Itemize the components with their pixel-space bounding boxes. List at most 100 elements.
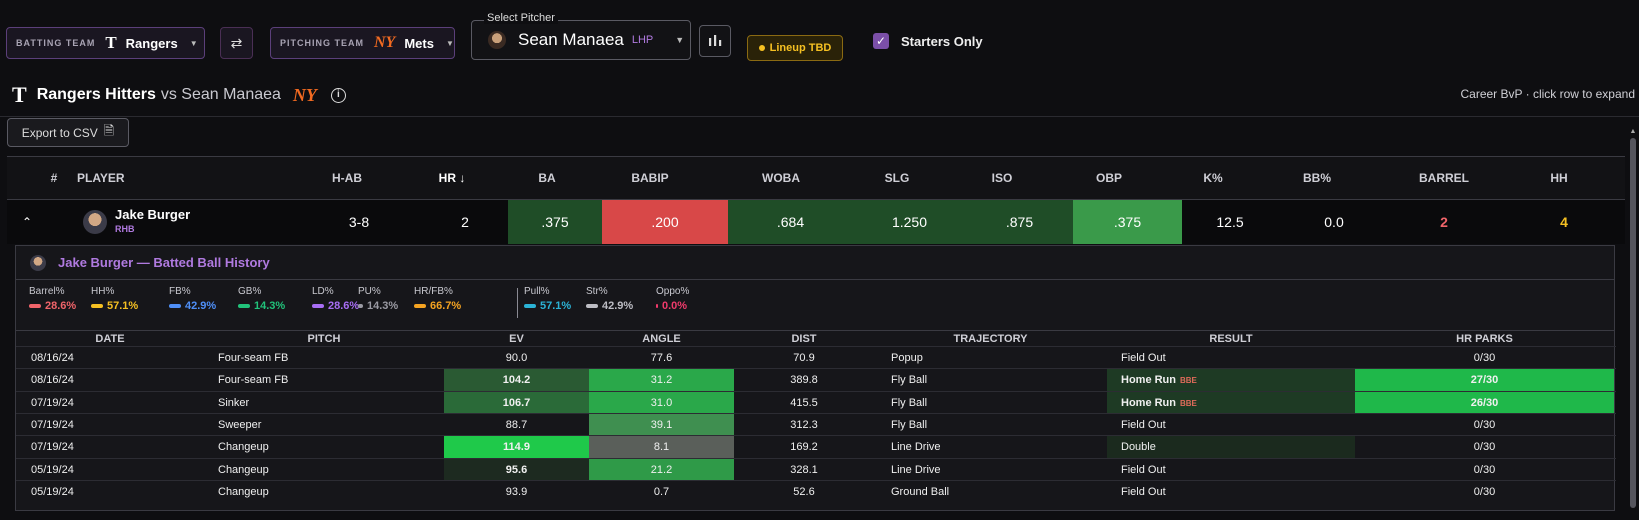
collapse-chevron-icon[interactable]: ⌃ [21, 215, 33, 229]
starters-only-toggle[interactable]: ✓ Starters Only [873, 33, 983, 49]
angle-cell: 39.1 [589, 413, 734, 436]
ev-cell: 93.9 [505, 485, 528, 498]
result-text: Field Out [1121, 418, 1166, 431]
gcol-dist[interactable]: DIST [791, 333, 817, 345]
gcol-trajectory[interactable]: TRAJECTORY [953, 333, 1028, 345]
metric-label: GB% [238, 286, 262, 297]
date-cell: 08/16/24 [31, 374, 74, 387]
rangers-logo-icon: T [12, 82, 27, 107]
scroll-thumb[interactable] [1630, 138, 1636, 508]
slg-value: 1.250 [853, 200, 966, 244]
table-row[interactable]: ⌃ Jake Burger RHB 3-8 2 .375 .200 .684 1… [7, 200, 1625, 244]
scroll-up-icon[interactable]: ▲ [1629, 128, 1637, 135]
ev-cell: 104.2 [444, 369, 589, 392]
col-rank[interactable]: # [50, 171, 58, 185]
pitch-cell: Changeup [218, 441, 269, 454]
pitching-team-label: PITCHING TEAM [280, 38, 364, 48]
angle-cell: 31.2 [589, 369, 734, 392]
chevron-down-icon: ▼ [445, 38, 454, 48]
lineup-status-text: Lineup TBD [769, 42, 832, 54]
ba-value: .375 [508, 200, 602, 244]
table-row[interactable]: 08/16/24 Four-seam FB 90.0 77.6 70.9 Popup Fie… [16, 346, 1616, 369]
metric-value-text: 28.6% [45, 300, 77, 312]
result-cell: Field Out [1107, 481, 1355, 503]
table-row[interactable]: 05/19/24 Changeup 93.9 0.7 52.6 Ground Ball Fi… [16, 479, 1616, 503]
chevron-down-icon: ▼ [675, 35, 685, 45]
ev-cell: 106.7 [444, 391, 589, 414]
metric-value: 0.0% [656, 300, 687, 312]
angle-cell: 31.0 [589, 391, 734, 414]
col-obp[interactable]: OBP [1095, 171, 1122, 185]
hr-parks-cell: 0/30 [1473, 441, 1496, 454]
result-text: Home Run [1121, 396, 1176, 409]
dist-cell: 415.5 [790, 396, 818, 409]
col-hh[interactable]: HH [1550, 171, 1568, 185]
gcol-pitch[interactable]: PITCH [307, 333, 341, 345]
col-ba[interactable]: BA [538, 171, 556, 185]
col-barrel[interactable]: BARREL [1419, 171, 1469, 185]
result-text: Field Out [1121, 463, 1166, 476]
pitcher-select[interactable]: Select Pitcher Sean Manaea LHP ▼ [471, 12, 691, 60]
result-text: Field Out [1121, 352, 1166, 364]
hr-parks-cell: 26/30 [1355, 391, 1614, 414]
gcol-result[interactable]: RESULT [1209, 333, 1253, 345]
babip-value: .200 [602, 200, 728, 244]
batting-team-label: BATTING TEAM [16, 38, 96, 48]
player-hand: RHB [115, 224, 135, 234]
iso-value: .875 [966, 200, 1073, 244]
trajectory-cell: Line Drive [891, 463, 941, 476]
table-row[interactable]: 08/16/24 Four-seam FB 104.2 31.2 389.8 Fly Ba… [16, 368, 1616, 392]
batting-team-value: Rangers [125, 35, 178, 51]
pitch-cell: Changeup [218, 463, 269, 476]
angle-cell: 77.6 [650, 352, 673, 364]
starters-checkbox[interactable]: ✓ [873, 33, 889, 49]
pitcher-hand: LHP [631, 34, 654, 46]
metric-bar-icon [656, 304, 658, 308]
metric-label: Str% [586, 286, 608, 297]
gcol-date[interactable]: DATE [95, 333, 125, 345]
col-iso[interactable]: ISO [991, 171, 1013, 185]
col-woba[interactable]: WOBA [762, 171, 800, 185]
col-k-pct[interactable]: K% [1203, 171, 1223, 185]
info-icon[interactable]: i [330, 87, 346, 103]
bar-chart-icon [709, 35, 722, 46]
history-title: Jake Burger — Batted Ball History [58, 255, 270, 270]
gcol-ev[interactable]: EV [509, 333, 524, 345]
export-csv-button[interactable]: Export to CSV 🗎 [7, 118, 129, 147]
scrollbar[interactable]: ▲ [1629, 128, 1637, 520]
metric-label: HR/FB% [414, 286, 453, 297]
gcol-angle[interactable]: ANGLE [642, 333, 681, 345]
batted-ball-history-panel: Jake Burger — Batted Ball History Barrel… [15, 245, 1616, 511]
result-text: Field Out [1121, 485, 1166, 498]
col-slg[interactable]: SLG [884, 171, 910, 185]
col-bb-pct[interactable]: BB% [1302, 171, 1331, 185]
col-babip[interactable]: BABIP [631, 171, 669, 185]
table-row[interactable]: 07/19/24 Sinker 106.7 31.0 415.5 Fly Ball Home… [16, 390, 1616, 414]
date-cell: 07/19/24 [31, 441, 74, 454]
dist-cell: 70.9 [793, 352, 815, 364]
table-row[interactable]: 07/19/24 Sweeper 88.7 39.1 312.3 Fly Ball Fiel… [16, 412, 1616, 436]
export-label: Export to CSV [21, 125, 98, 140]
obp-value: .375 [1073, 200, 1182, 244]
metric-value-text: 28.6% [328, 300, 360, 312]
swap-icon: ⇄ [230, 35, 243, 51]
table-row[interactable]: 07/19/24 Changeup 114.9 8.1 169.2 Line Drive D… [16, 435, 1616, 459]
pitch-cell: Four-seam FB [218, 374, 289, 387]
table-row[interactable]: 05/19/24 Changeup 95.6 21.2 328.1 Line Drive F… [16, 457, 1616, 481]
player-cell: Jake Burger RHB [83, 200, 283, 244]
swap-teams-button[interactable]: ⇄ [220, 27, 253, 59]
gcol-hr-parks[interactable]: HR PARKS [1456, 333, 1513, 345]
col-h-ab[interactable]: H-AB [332, 171, 362, 185]
file-export-icon: 🗎 [103, 122, 115, 138]
hr-parks-cell: 27/30 [1355, 369, 1614, 392]
batting-team-select[interactable]: BATTING TEAM T Rangers ▼ [6, 27, 205, 59]
dist-cell: 312.3 [790, 418, 818, 431]
pitching-team-select[interactable]: PITCHING TEAM NY Mets ▼ [270, 27, 455, 59]
dist-cell: 389.8 [790, 374, 818, 387]
col-player[interactable]: PLAYER [77, 171, 125, 185]
col-hr[interactable]: HR ↓ [438, 171, 466, 185]
stats-chart-button[interactable] [699, 25, 731, 57]
result-cell: Field Out [1107, 347, 1355, 369]
dist-cell: 169.2 [790, 441, 818, 454]
angle-cell: 0.7 [653, 485, 670, 498]
